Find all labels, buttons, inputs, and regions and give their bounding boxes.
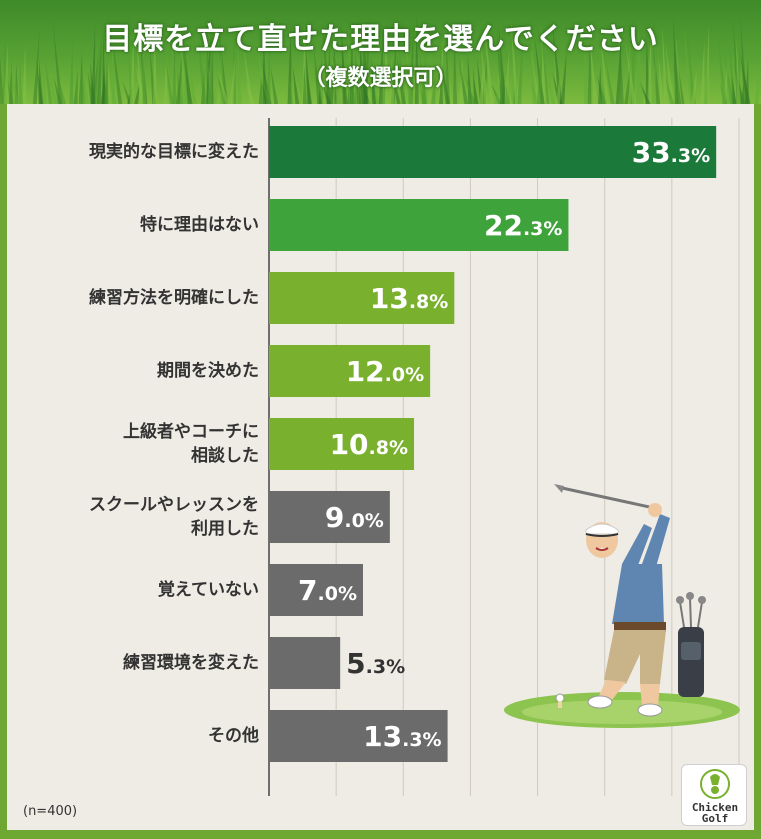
chart-title: 目標を立て直せた理由を選んでください bbox=[102, 22, 659, 57]
chart-subtitle: （複数選択可） bbox=[303, 66, 458, 91]
category-label-0: 現実的な目標に変えた bbox=[89, 142, 259, 162]
value-label-3: 12.0% bbox=[346, 355, 424, 388]
category-label-5: スクールやレッスンを 利用した bbox=[89, 495, 259, 539]
logo-text-chicken: Chicken bbox=[691, 801, 739, 814]
bar-2 bbox=[269, 272, 455, 324]
category-label-8: その他 bbox=[208, 726, 259, 746]
chicken-golf-logo: Chicken Golf bbox=[681, 764, 747, 826]
bar-0 bbox=[269, 126, 717, 178]
category-label-6: 覚えていない bbox=[157, 580, 259, 600]
chart-panel: 33.3% 22.3% 13.8% 12.0% 10.8% 9.0% 7.0% 5.3% 13.… bbox=[7, 104, 754, 830]
bar-chart: 33.3% 22.3% 13.8% 12.0% 10.8% 9.0% 7.0% 5.3% 13.… bbox=[268, 118, 740, 796]
bar-5 bbox=[269, 491, 390, 543]
value-label-0: 33.3% bbox=[632, 136, 710, 169]
category-label-2: 練習方法を明確にした bbox=[89, 288, 259, 308]
bar-3 bbox=[269, 345, 431, 397]
bar-7 bbox=[269, 637, 341, 689]
grass-background bbox=[0, 14, 761, 104]
bar-1 bbox=[269, 199, 569, 251]
logo-text-golf: Golf bbox=[701, 812, 729, 825]
value-label-7: 5.3% bbox=[346, 647, 405, 680]
bar-8 bbox=[269, 710, 448, 762]
bar-6 bbox=[269, 564, 363, 616]
bar-4 bbox=[269, 418, 415, 470]
value-label-1: 22.3% bbox=[484, 209, 562, 242]
category-label-4: 上級者やコーチに 相談した bbox=[123, 422, 259, 466]
value-label-6: 7.0% bbox=[298, 574, 357, 607]
header: 目標を立て直せた理由を選んでください （複数選択可） bbox=[0, 0, 761, 104]
value-label-8: 13.3% bbox=[363, 720, 441, 753]
category-label-1: 特に理由はない bbox=[140, 215, 259, 235]
sample-size-note: (n=400) bbox=[23, 804, 78, 819]
category-label-3: 期間を決めた bbox=[157, 361, 259, 381]
value-label-5: 9.0% bbox=[325, 501, 384, 534]
category-label-7: 練習環境を変えた bbox=[123, 653, 259, 673]
value-label-2: 13.8% bbox=[370, 282, 448, 315]
chicken-logo-icon bbox=[700, 769, 730, 799]
value-label-4: 10.8% bbox=[330, 428, 408, 461]
golfer-illustration bbox=[504, 484, 740, 728]
